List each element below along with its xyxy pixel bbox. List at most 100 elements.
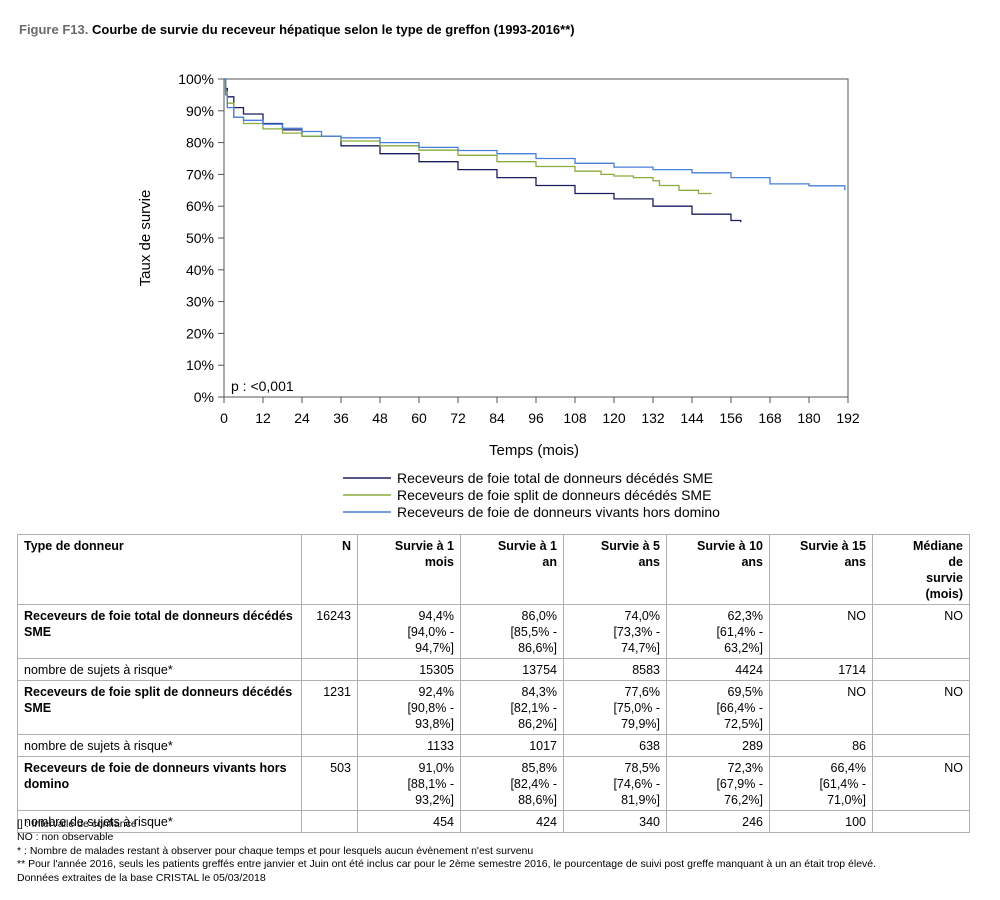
cell-survival: 91,0% [88,1% - 93,2%] [357,756,461,811]
x-tick-label: 0 [220,410,228,426]
footnote: Données extraites de la base CRISTAL le … [17,871,266,884]
cell-survival: 86,0% [85,5% - 86,6%] [460,604,564,659]
at-risk-label: nombre de sujets à risque* [17,734,302,757]
survival-chart: 0% 10% 20% 30% 40% 50% 60% 70% 80% 90% 100% 0 12 24 36… [137,71,860,520]
y-tick-label: 90% [186,103,214,119]
cell-at-risk: 340 [563,810,667,833]
cell-n: 503 [301,756,358,811]
table-header-row: Type de donneur N Survie à 1 mois Survie… [17,534,970,605]
cell-at-risk: 638 [563,734,667,757]
cell-survival: 78,5% [74,6% - 81,9%] [563,756,667,811]
y-tick-label: 40% [186,262,214,278]
cell-survival: 69,5% [66,4% - 72,5%] [666,680,770,735]
footnote: * : Nombre de malades restant à observer… [17,844,534,857]
x-tick-label: 120 [602,410,626,426]
col-header-5-years: Survie à 5 ans [563,534,667,605]
y-tick-label: 50% [186,230,214,246]
cell-median: NO [872,680,970,735]
figure-title-text: Courbe de survie du receveur hépatique s… [91,22,575,37]
cell-at-risk: 1133 [357,734,461,757]
cell-at-risk: 424 [460,810,564,833]
footnote: [] : Intervalle de confiance [17,818,137,830]
cell-survival: 84,3% [82,1% - 86,2%] [460,680,564,735]
survival-table: Type de donneur N Survie à 1 mois Survie… [17,534,970,833]
cell-survival: 74,0% [73,3% - 74,7%] [563,604,667,659]
col-header-donor-type: Type de donneur [17,534,302,605]
x-tick-label: 132 [641,410,665,426]
legend-label-3: Receveurs de foie de donneurs vivants ho… [397,504,720,520]
x-tick-label: 48 [372,410,388,426]
y-tick-label: 10% [186,357,214,373]
x-tick-label: 192 [836,410,860,426]
table-row: Receveurs de foie total de donneurs décé… [17,604,970,659]
row-donor-name: Receveurs de foie de donneurs vivants ho… [17,756,302,811]
y-tick-label: 60% [186,198,214,214]
table-row-at-risk: nombre de sujets à risque* 454 424 340 2… [17,810,970,833]
cell-n: 16243 [301,604,358,659]
cell-at-risk: 15305 [357,658,461,681]
cell-at-risk [872,734,970,757]
col-header-10-years: Survie à 10 ans [666,534,770,605]
cell-at-risk: 289 [666,734,770,757]
cell-at-risk: 1017 [460,734,564,757]
cell-at-risk: 8583 [563,658,667,681]
at-risk-label: nombre de sujets à risque* [17,810,302,833]
figure-label: Figure F13. [19,22,89,37]
col-header-1-year: Survie à 1 an [460,534,564,605]
x-tick-label: 36 [333,410,349,426]
footnote: ** Pour l'année 2016, seuls les patients… [17,858,877,871]
cell-survival: 94,4% [94,0% - 94,7%] [357,604,461,659]
cell-at-risk: 100 [769,810,873,833]
cell-at-risk [872,810,970,833]
y-tick-label: 0% [194,389,214,405]
cell-at-risk: 454 [357,810,461,833]
x-tick-label: 156 [719,410,743,426]
x-tick-label: 84 [489,410,505,426]
x-tick-label: 24 [294,410,310,426]
footnotes: [] : Intervalle de confiance NO : non ob… [17,818,876,885]
x-tick-label: 12 [255,410,271,426]
cell-survival: 85,8% [82,4% - 88,6%] [460,756,564,811]
cell-at-risk: 13754 [460,658,564,681]
cell-survival: NO [769,680,873,735]
series-line-2 [224,78,712,195]
table-row: Receveurs de foie split de donneurs décé… [17,680,970,735]
x-tick-label: 60 [411,410,427,426]
y-tick-label: 80% [186,135,214,151]
cell-at-risk: 4424 [666,658,770,681]
cell-at-risk: 86 [769,734,873,757]
series-line-3 [224,78,846,191]
table-row-at-risk: nombre de sujets à risque* 1133 1017 638… [17,734,970,757]
row-donor-name: Receveurs de foie total de donneurs décé… [17,604,302,659]
legend-label-2: Receveurs de foie split de donneurs décé… [397,487,711,503]
cell-empty [301,658,358,681]
x-tick-label: 180 [797,410,821,426]
cell-n: 1231 [301,680,358,735]
col-header-n: N [301,534,358,605]
cell-median: NO [872,604,970,659]
cell-at-risk [872,658,970,681]
at-risk-label: nombre de sujets à risque* [17,658,302,681]
legend-label-1: Receveurs de foie total de donneurs décé… [397,470,713,486]
y-axis-label: Taux de survie [137,190,154,287]
footnote: NO : non observable [17,831,114,844]
cell-survival: 72,3% [67,9% - 76,2%] [666,756,770,811]
table-row: Receveurs de foie de donneurs vivants ho… [17,756,970,811]
x-tick-label: 144 [680,410,704,426]
x-tick-label: 108 [563,410,587,426]
y-tick-label: 30% [186,294,214,310]
cell-median: NO [872,756,970,811]
plot-frame [223,78,849,398]
y-tick-label: 100% [178,71,214,87]
cell-at-risk: 246 [666,810,770,833]
table-row-at-risk: nombre de sujets à risque* 15305 13754 8… [17,658,970,681]
figure-title: Figure F13. Courbe de survie du receveur… [19,22,575,37]
col-header-1-month: Survie à 1 mois [357,534,461,605]
cell-survival: 62,3% [61,4% - 63,2%] [666,604,770,659]
x-tick-label: 96 [528,410,544,426]
col-header-15-years: Survie à 15 ans [769,534,873,605]
cell-empty [301,734,358,757]
row-donor-name: Receveurs de foie split de donneurs décé… [17,680,302,735]
cell-survival: NO [769,604,873,659]
p-value-annotation: p : <0,001 [231,378,294,394]
